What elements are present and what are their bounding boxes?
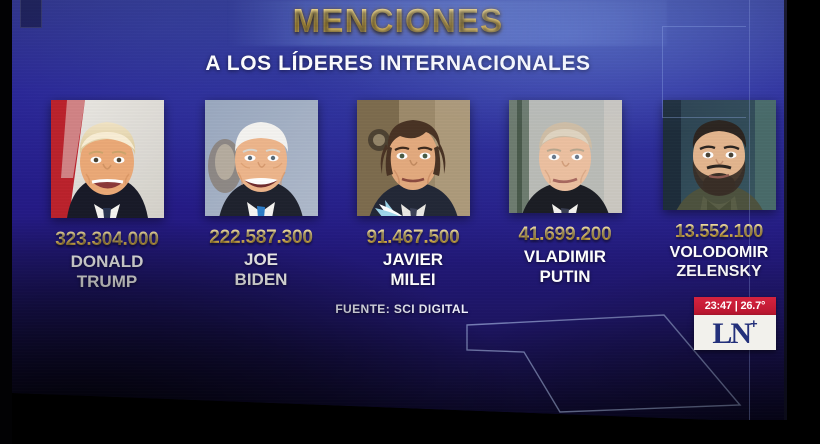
portrait-vladimir-putin bbox=[508, 100, 622, 213]
leader-card: 222.587.300 JOE BIDEN bbox=[186, 100, 336, 290]
clock-temperature: 23:47 | 26.7° bbox=[694, 297, 776, 315]
channel-logo: LN + bbox=[694, 315, 776, 350]
mentions-count: 41.699.200 bbox=[518, 224, 612, 245]
leader-first-name: DONALD bbox=[70, 252, 144, 271]
portrait-donald-trump bbox=[50, 100, 164, 218]
mentions-count: 222.587.300 bbox=[209, 227, 313, 248]
portrait-joe-biden bbox=[204, 100, 318, 216]
leader-card: 323.304.000 DONALD TRUMP bbox=[32, 100, 182, 292]
portrait-javier-milei bbox=[356, 100, 470, 216]
leader-first-name: VLADIMIR bbox=[523, 247, 607, 266]
leader-card: 41.699.200 VLADIMIR PUTIN bbox=[490, 100, 640, 287]
leader-last-name: BIDEN bbox=[234, 270, 288, 290]
leader-last-name: MILEI bbox=[390, 270, 436, 290]
channel-bug: 23:47 | 26.7° LN + bbox=[694, 297, 776, 350]
leader-card: 13.552.100 VOLODOMIR ZELENSKY bbox=[644, 100, 784, 281]
logo-plus-icon: + bbox=[750, 316, 758, 331]
leaders-row: 323.304.000 DONALD TRUMP bbox=[26, 100, 784, 292]
bottom-black-bar bbox=[0, 384, 820, 444]
mentions-count: 91.467.500 bbox=[366, 227, 460, 248]
bezel-right bbox=[784, 0, 820, 444]
logo-text: LN bbox=[712, 316, 752, 350]
leader-first-name: VOLODOMIR bbox=[669, 244, 769, 261]
leader-last-name: PUTIN bbox=[539, 267, 591, 287]
tv-screen: MENCIONES A LOS LÍDERES INTERNACIONALES bbox=[12, 0, 784, 420]
leader-first-name: JOE bbox=[243, 250, 279, 269]
leader-card: 91.467.500 JAVIER MILEI bbox=[338, 100, 488, 290]
screen-edge-line bbox=[749, 0, 750, 420]
bezel-left bbox=[0, 0, 12, 444]
mentions-count: 323.304.000 bbox=[55, 229, 159, 250]
leader-first-name: JAVIER bbox=[382, 250, 444, 269]
bezel-notch bbox=[20, 0, 42, 28]
leader-last-name: TRUMP bbox=[76, 272, 138, 292]
screen-corner-box bbox=[662, 26, 746, 118]
